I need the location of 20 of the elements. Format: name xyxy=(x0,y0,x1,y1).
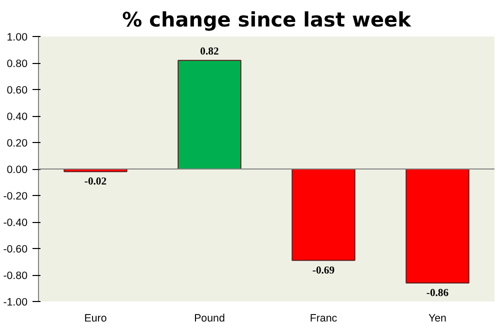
data-label: -0.02 xyxy=(84,176,107,188)
y-tick-label: -0.80 xyxy=(3,270,28,282)
x-tick-label: Pound xyxy=(194,312,225,324)
x-tick-label: Franc xyxy=(310,312,338,324)
data-label: 0.82 xyxy=(200,46,219,58)
y-tick-label: -1.00 xyxy=(3,296,28,308)
y-tick-label: -0.40 xyxy=(3,217,28,229)
data-label: -0.86 xyxy=(426,288,450,299)
y-tick-label: -0.20 xyxy=(3,190,28,202)
y-tick-label: 0.00 xyxy=(6,164,28,176)
x-tick-label: Euro xyxy=(84,312,107,324)
y-tick-label: 0.80 xyxy=(6,58,28,70)
y-tick-label: 0.40 xyxy=(6,111,28,123)
y-tick-label: -0.60 xyxy=(3,244,28,256)
data-label: -0.69 xyxy=(312,265,335,276)
y-tick-label: 0.20 xyxy=(6,138,28,150)
chart-title: % change since last week xyxy=(122,8,412,32)
y-tick-label: 1.00 xyxy=(6,32,28,44)
y-tick-label: 0.60 xyxy=(6,84,28,96)
x-tick-label: Yen xyxy=(428,312,447,324)
